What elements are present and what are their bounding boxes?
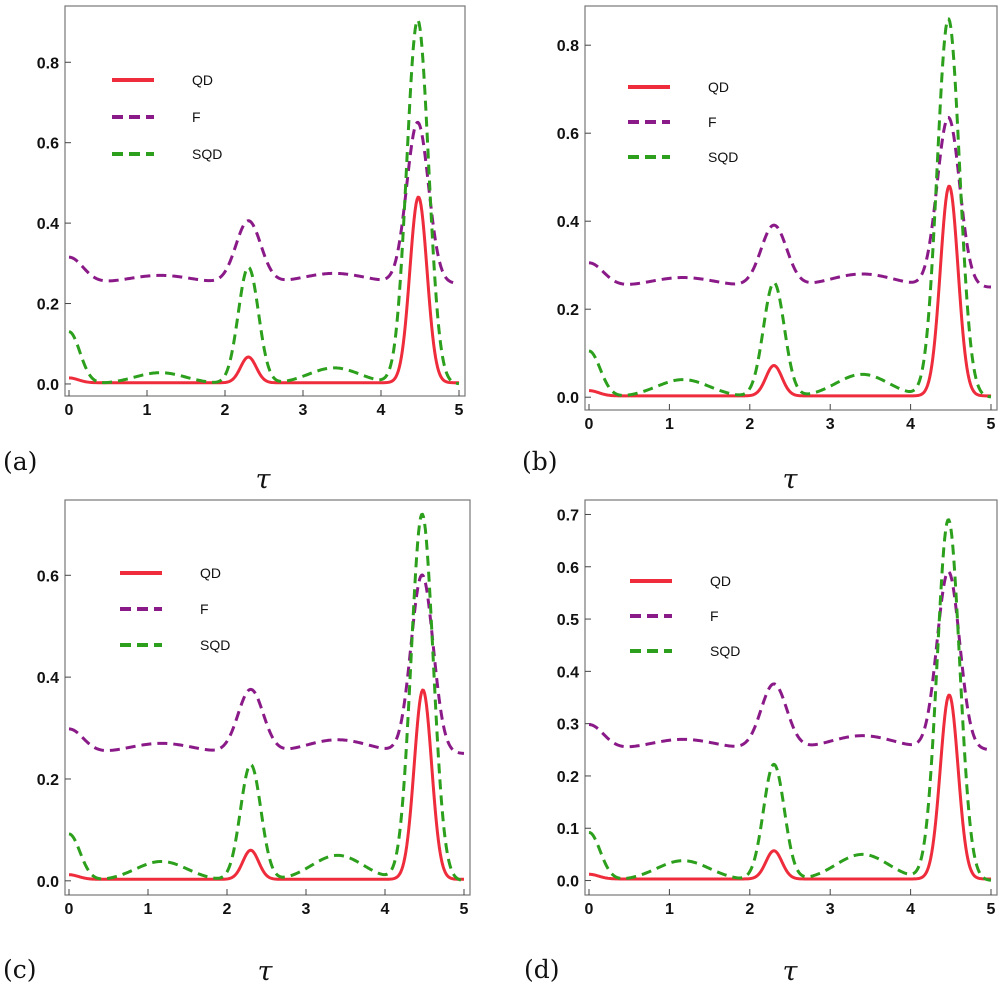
legend-label-sqd: SQD [200,637,230,653]
y-tick-label: 0.0 [37,377,59,394]
x-axis-label: τ [783,956,799,987]
series-line-qd [68,195,460,385]
y-tick-label: 0.0 [557,874,579,891]
plot-frame [584,499,998,896]
x-tick-label: 3 [299,402,308,419]
series-line-f [588,116,992,289]
chart-panel-2: 0 1 2 3 4 5 0.0 0.2 0.4 0.6 0.8 QD F SQD τ (b) [522,5,998,495]
panel-label: (c) [3,955,37,984]
x-tick-label: 1 [143,402,152,419]
y-tick-label: 0.3 [557,717,579,734]
legend: QD F SQD [630,573,740,659]
y-tick-label: 0.6 [557,560,579,577]
x-tick-label: 4 [377,402,386,419]
x-tick-label: 5 [460,901,469,918]
x-axis-label: τ [256,464,272,495]
y-tick-label: 0.6 [37,136,59,153]
y-tick-label: 0.5 [557,612,579,629]
y-tick-label: 0.2 [557,302,579,319]
x-tick-label: 2 [221,402,230,419]
legend-label-qd: QD [708,79,729,95]
x-tick-label: 0 [65,901,74,918]
x-axis-label: τ [783,464,799,495]
x-tick-label: 2 [745,416,754,433]
y-tick-label: 0.2 [557,769,579,786]
x-tick-label: 1 [665,901,674,918]
y-tick-label: 0.6 [37,568,59,585]
legend-label-sqd: SQD [708,149,738,165]
legend-label-sqd: SQD [710,643,740,659]
legend: QD F SQD [120,565,230,653]
plot-frame [64,5,466,397]
x-tick-label: 2 [223,901,232,918]
x-tick-label: 3 [826,416,835,433]
series-line-qd [588,693,992,881]
legend-label-qd: QD [200,565,221,581]
series-line-qd [68,688,465,881]
series-line-f [68,573,465,755]
y-tick-label: 0.4 [557,214,579,231]
x-tick-label: 5 [987,901,996,918]
y-tick-label: 0.4 [557,664,579,681]
plot-frame [584,5,998,411]
series-line-sqd [588,518,992,882]
legend-label-f: F [710,608,719,624]
y-tick-label: 0.7 [557,507,579,524]
legend: QD F SQD [112,72,222,162]
panel-label: (a) [3,447,37,476]
series-line-sqd [588,17,992,399]
y-tick-label: 0.4 [37,216,59,233]
chart-panel-4: 0 1 2 3 4 5 0.0 0.1 0.2 0.3 0.4 0.5 0.6 0.7 QD F SQD τ (d) [524,499,998,987]
y-tick-label: 0.8 [557,38,579,55]
panel-label: (b) [522,447,558,476]
y-tick-label: 0.0 [37,874,59,891]
x-tick-label: 5 [455,402,464,419]
series-line-sqd [68,18,460,386]
x-axis-label: τ [258,956,274,987]
chart-panel-3: 0 1 2 3 4 5 0.0 0.2 0.4 0.6 QD F SQD τ (c) [3,499,471,987]
x-tick-label: 3 [302,901,311,918]
legend: QD F SQD [628,79,738,165]
series-line-qd [588,184,992,398]
x-tick-label: 1 [144,901,153,918]
x-tick-label: 0 [585,901,594,918]
x-tick-label: 2 [745,901,754,918]
y-tick-label: 0.4 [37,670,59,687]
x-tick-label: 4 [906,901,915,918]
legend-label-f: F [192,109,201,125]
x-tick-label: 3 [826,901,835,918]
x-tick-label: 5 [987,416,996,433]
y-tick-label: 0.6 [557,126,579,143]
legend-label-qd: QD [192,72,213,88]
y-tick-label: 0.0 [557,390,579,407]
series-line-sqd [68,512,465,883]
x-tick-label: 0 [65,402,74,419]
series-line-f [68,120,460,285]
x-tick-label: 4 [381,901,390,918]
y-tick-label: 0.1 [557,821,579,838]
legend-label-sqd: SQD [192,146,222,162]
legend-label-f: F [200,601,209,617]
chart-panel-1: 0 1 2 3 4 5 0.0 0.2 0.4 0.6 0.8 QD F SQD τ (a) [3,5,466,495]
panel-label: (d) [524,955,560,984]
x-tick-label: 0 [585,416,594,433]
x-tick-label: 1 [665,416,674,433]
legend-label-f: F [708,114,717,130]
legend-label-qd: QD [710,573,731,589]
x-tick-label: 4 [906,416,915,433]
series-line-f [588,570,992,752]
y-tick-label: 0.8 [37,55,59,72]
y-tick-label: 0.2 [37,772,59,789]
plot-frame [64,499,471,896]
y-tick-label: 0.2 [37,297,59,314]
